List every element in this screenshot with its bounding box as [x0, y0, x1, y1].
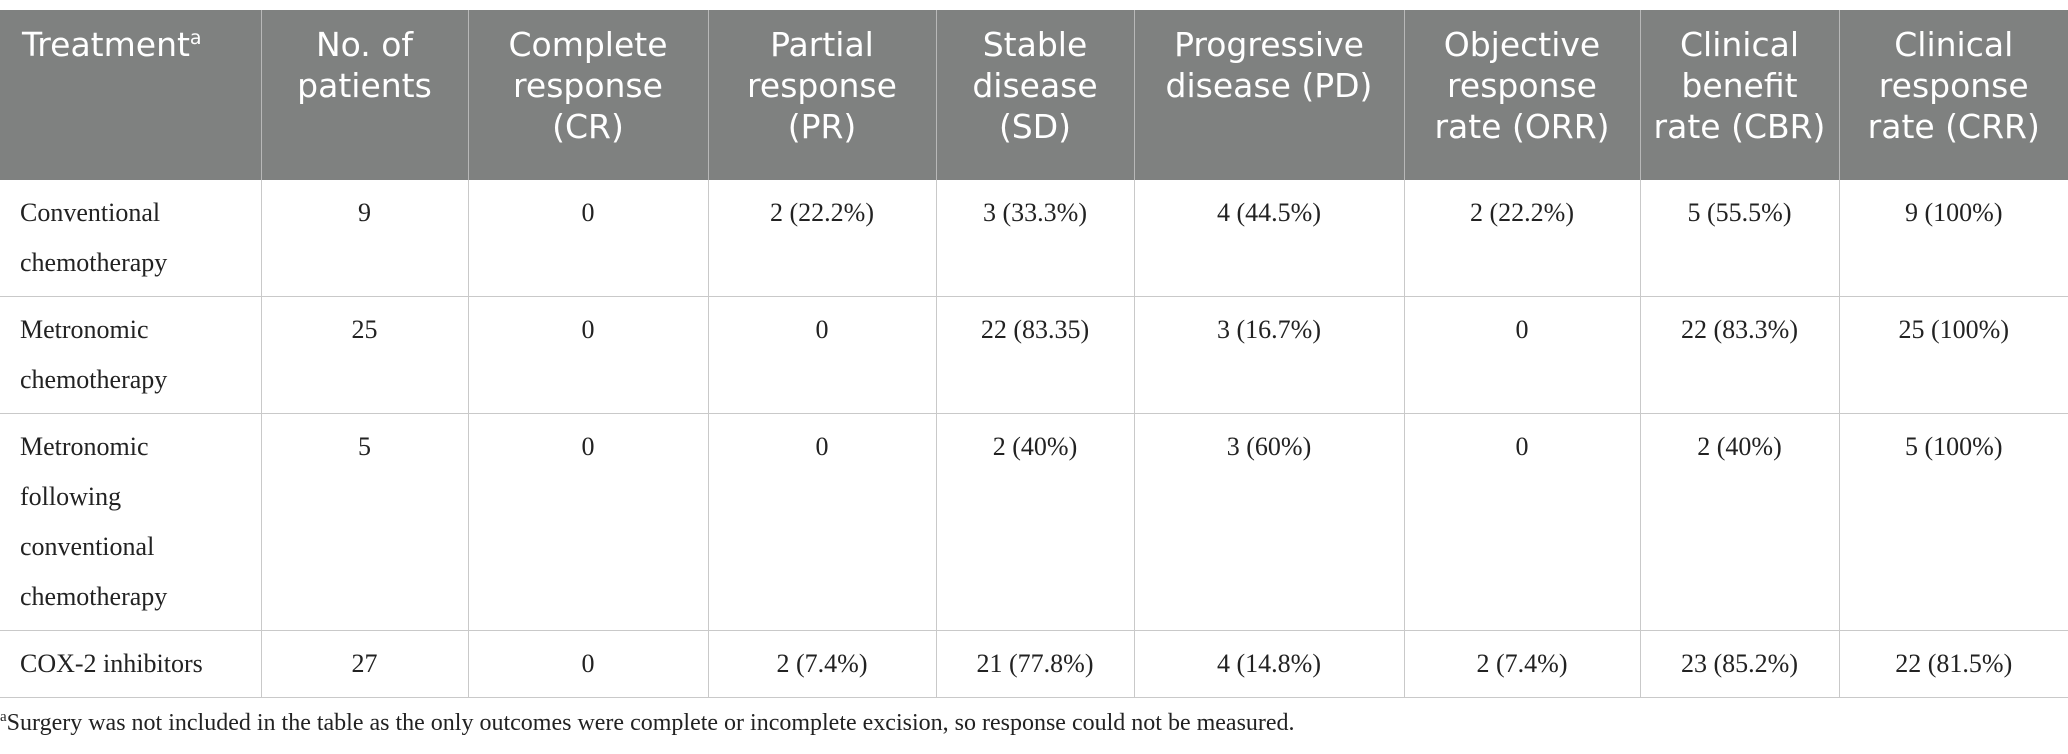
- footnote-marker: a: [189, 27, 202, 49]
- table-cell: 0: [468, 180, 709, 297]
- footnote-marker: a: [0, 709, 7, 725]
- table-cell: COX-2 inhibitors: [0, 630, 262, 698]
- table-cell: 25 (100%): [1839, 296, 2068, 414]
- table-cell: 21 (77.8%): [936, 630, 1135, 698]
- table-cell: 2 (22.2%): [708, 180, 937, 297]
- header-label: Treatment: [22, 25, 190, 64]
- table-cell: 2 (7.4%): [1404, 630, 1641, 698]
- table-cell: 3 (16.7%): [1134, 296, 1405, 414]
- header-row: Treatmenta No. of patients Complete resp…: [0, 10, 2068, 180]
- table-cell: 2 (22.2%): [1404, 180, 1641, 297]
- table-cell: 0: [1404, 413, 1641, 631]
- table-cell: 9: [261, 180, 469, 297]
- table-cell: Conventional chemotherapy: [0, 180, 262, 297]
- table-row: COX-2 inhibitors 27 0 2 (7.4%) 21 (77.8%…: [0, 630, 2068, 698]
- table-cell: 0: [708, 413, 937, 631]
- table-cell: 4 (14.8%): [1134, 630, 1405, 698]
- table-row: Metronomic following conventional chemot…: [0, 413, 2068, 631]
- table-cell: 0: [468, 296, 709, 414]
- table-row: Metronomic chemotherapy 25 0 0 22 (83.35…: [0, 296, 2068, 414]
- table-cell: 22 (81.5%): [1839, 630, 2068, 698]
- header-complete-response: Complete response (CR): [468, 10, 709, 180]
- header-partial-response: Partial response (PR): [708, 10, 937, 180]
- table-cell: 0: [468, 630, 709, 698]
- table-cell: 22 (83.35): [936, 296, 1135, 414]
- table-cell: 23 (85.2%): [1640, 630, 1840, 698]
- header-objective-response-rate: Objective response rate (ORR): [1404, 10, 1641, 180]
- table-cell: 0: [708, 296, 937, 414]
- header-no-of-patients: No. of patients: [261, 10, 469, 180]
- header-clinical-benefit-rate: Clinical benefit rate (CBR): [1640, 10, 1840, 180]
- treatment-response-table: Treatmenta No. of patients Complete resp…: [0, 10, 2068, 698]
- table-cell: 2 (7.4%): [708, 630, 937, 698]
- table-row: Conventional chemotherapy 9 0 2 (22.2%) …: [0, 180, 2068, 297]
- table-cell: Metronomic chemotherapy: [0, 296, 262, 414]
- table-cell: 5: [261, 413, 469, 631]
- header-stable-disease: Stable disease (SD): [936, 10, 1135, 180]
- header-clinical-response-rate: Clinical response rate (CRR): [1839, 10, 2068, 180]
- header-treatment: Treatmenta: [0, 10, 262, 180]
- table-cell: 0: [468, 413, 709, 631]
- table-footnote: aSurgery was not included in the table a…: [0, 710, 1295, 737]
- header-progressive-disease: Progressive disease (PD): [1134, 10, 1405, 180]
- table-cell: 4 (44.5%): [1134, 180, 1405, 297]
- table-cell: 27: [261, 630, 469, 698]
- results-table-container: Treatmenta No. of patients Complete resp…: [0, 10, 2068, 698]
- table-cell: 2 (40%): [936, 413, 1135, 631]
- table-cell: 9 (100%): [1839, 180, 2068, 297]
- table-cell: 5 (100%): [1839, 413, 2068, 631]
- table-cell: 22 (83.3%): [1640, 296, 1840, 414]
- table-cell: 2 (40%): [1640, 413, 1840, 631]
- table-cell: 0: [1404, 296, 1641, 414]
- footnote-text: Surgery was not included in the table as…: [6, 710, 1295, 736]
- table-cell: 3 (60%): [1134, 413, 1405, 631]
- table-cell: 3 (33.3%): [936, 180, 1135, 297]
- table-cell: Metronomic following conventional chemot…: [0, 413, 262, 631]
- table-cell: 25: [261, 296, 469, 414]
- table-cell: 5 (55.5%): [1640, 180, 1840, 297]
